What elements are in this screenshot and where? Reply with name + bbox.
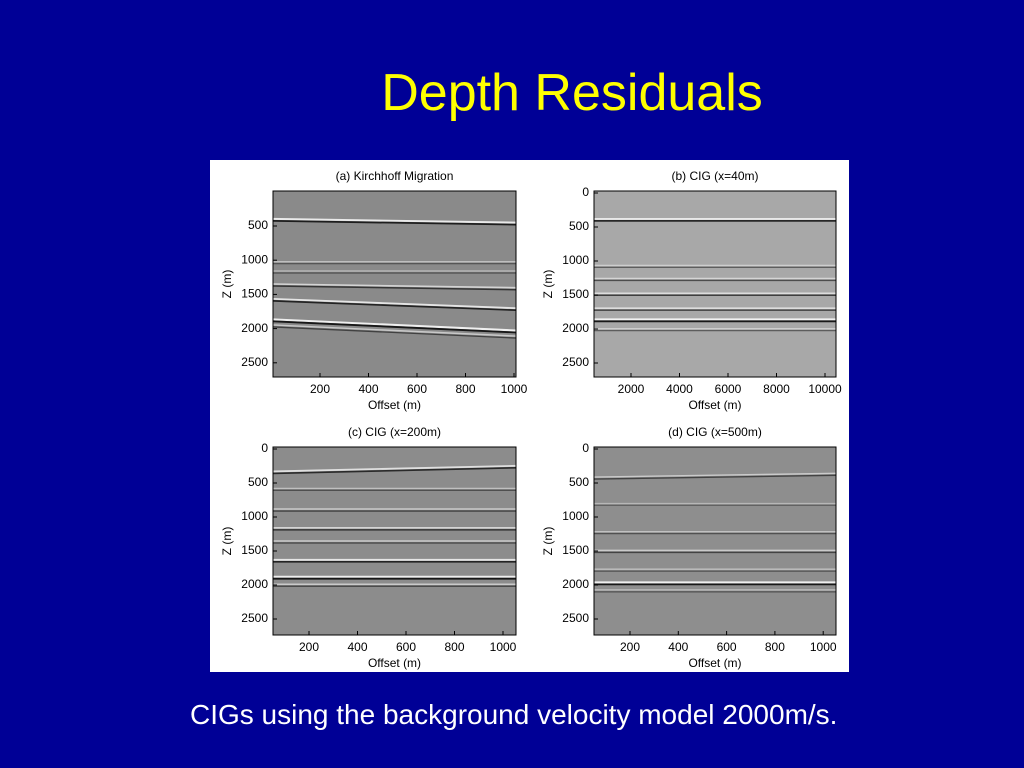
x-tick-label: 400 [347, 640, 367, 654]
y-tick-label: 2500 [562, 355, 589, 369]
y-axis-label: Z (m) [220, 270, 234, 299]
x-tick-label: 2000 [618, 382, 645, 396]
plot-frame [272, 190, 517, 378]
y-tick-label: 1500 [562, 287, 589, 301]
x-tick-label: 1000 [501, 382, 528, 396]
x-tick-label: 200 [620, 640, 640, 654]
y-tick-label: 0 [582, 185, 589, 199]
x-tick-label: 8000 [763, 382, 790, 396]
x-tick-label: 800 [444, 640, 464, 654]
y-tick-label: 500 [248, 475, 268, 489]
reflector [272, 217, 517, 224]
reflector [272, 324, 517, 337]
y-axis-label: Z (m) [541, 527, 555, 556]
y-tick-label: 2000 [562, 321, 589, 335]
x-tick-label: 1000 [810, 640, 837, 654]
y-tick-label: 2000 [562, 577, 589, 591]
reflector [272, 220, 517, 226]
x-tick-label: 10000 [808, 382, 842, 396]
x-tick-label: 800 [455, 382, 475, 396]
x-axis-label: Offset (m) [688, 398, 741, 412]
x-tick-label: 600 [396, 640, 416, 654]
y-tick-label: 500 [569, 219, 589, 233]
y-tick-label: 500 [248, 218, 268, 232]
reflector [272, 326, 517, 339]
plot-frame [593, 190, 837, 378]
y-tick-label: 0 [582, 441, 589, 455]
x-tick-label: 4000 [666, 382, 693, 396]
y-tick-label: 1500 [241, 543, 268, 557]
y-tick-label: 2500 [562, 611, 589, 625]
reflector [593, 472, 837, 478]
panel-title: (c) CIG (x=200m) [348, 425, 441, 439]
reflector [272, 297, 517, 310]
y-tick-label: 2500 [241, 611, 268, 625]
reflector [272, 318, 517, 332]
y-tick-label: 2000 [241, 577, 268, 591]
x-tick-label: 200 [310, 382, 330, 396]
x-axis-label: Offset (m) [368, 398, 421, 412]
plot-frame [593, 446, 837, 636]
panel-title: (a) Kirchhoff Migration [336, 169, 454, 183]
y-axis-label: Z (m) [541, 270, 555, 299]
x-tick-label: 1000 [490, 640, 517, 654]
reflector [272, 466, 517, 475]
reflector [272, 300, 517, 312]
x-tick-label: 800 [765, 640, 785, 654]
reflector [272, 283, 517, 289]
panel-title: (d) CIG (x=500m) [668, 425, 762, 439]
x-axis-label: Offset (m) [688, 656, 741, 670]
slide-title: Depth Residuals [381, 64, 763, 122]
x-tick-label: 600 [717, 640, 737, 654]
y-tick-label: 2500 [241, 355, 268, 369]
y-tick-label: 500 [569, 475, 589, 489]
y-tick-label: 1500 [562, 543, 589, 557]
x-tick-label: 600 [407, 382, 427, 396]
y-axis-label: Z (m) [220, 527, 234, 556]
y-tick-label: 1000 [241, 509, 268, 523]
seismic-image [594, 191, 836, 377]
y-tick-label: 1000 [562, 509, 589, 523]
plot-frame [272, 446, 517, 636]
x-tick-label: 400 [668, 640, 688, 654]
x-tick-label: 6000 [715, 382, 742, 396]
caption: CIGs using the background velocity model… [190, 699, 838, 730]
y-tick-label: 1000 [241, 252, 268, 266]
x-axis-label: Offset (m) [368, 656, 421, 670]
x-tick-label: 200 [299, 640, 319, 654]
x-tick-label: 400 [358, 382, 378, 396]
reflector [272, 464, 517, 473]
y-tick-label: 2000 [241, 321, 268, 335]
y-tick-label: 1500 [241, 287, 268, 301]
y-tick-label: 0 [261, 441, 268, 455]
panel-title: (b) CIG (x=40m) [671, 169, 758, 183]
reflector [593, 474, 837, 480]
y-tick-label: 1000 [562, 253, 589, 267]
reflector [272, 285, 517, 291]
figure: (a) Kirchhoff Migration Offset (m) Z (m) 20… [210, 160, 849, 672]
reflector [272, 320, 517, 334]
